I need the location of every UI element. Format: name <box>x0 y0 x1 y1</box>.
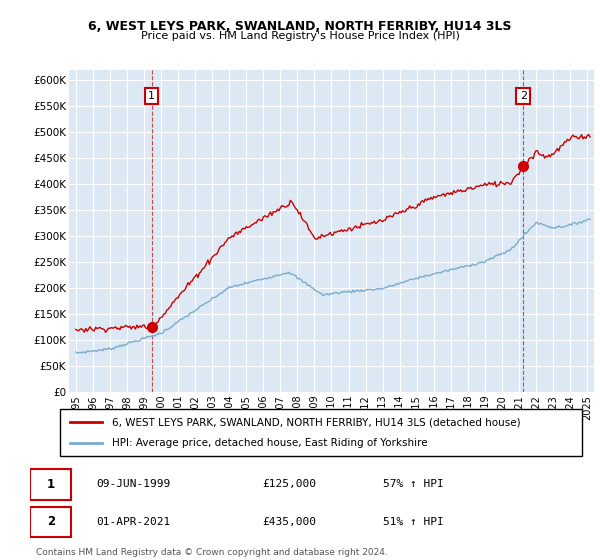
Text: 57% ↑ HPI: 57% ↑ HPI <box>383 479 444 489</box>
Text: 01-APR-2021: 01-APR-2021 <box>96 517 170 527</box>
Text: £435,000: £435,000 <box>262 517 316 527</box>
Text: 51% ↑ HPI: 51% ↑ HPI <box>383 517 444 527</box>
FancyBboxPatch shape <box>30 469 71 500</box>
Text: 1: 1 <box>148 91 155 101</box>
FancyBboxPatch shape <box>30 507 71 537</box>
Text: 09-JUN-1999: 09-JUN-1999 <box>96 479 170 489</box>
FancyBboxPatch shape <box>60 409 582 456</box>
Text: Price paid vs. HM Land Registry's House Price Index (HPI): Price paid vs. HM Land Registry's House … <box>140 31 460 41</box>
Text: HPI: Average price, detached house, East Riding of Yorkshire: HPI: Average price, detached house, East… <box>112 438 428 448</box>
Text: 2: 2 <box>520 91 527 101</box>
Text: 6, WEST LEYS PARK, SWANLAND, NORTH FERRIBY, HU14 3LS (detached house): 6, WEST LEYS PARK, SWANLAND, NORTH FERRI… <box>112 417 521 427</box>
Text: £125,000: £125,000 <box>262 479 316 489</box>
Text: 2: 2 <box>47 515 55 528</box>
Text: Contains HM Land Registry data © Crown copyright and database right 2024.: Contains HM Land Registry data © Crown c… <box>35 548 387 557</box>
Text: 1: 1 <box>47 478 55 491</box>
Text: 6, WEST LEYS PARK, SWANLAND, NORTH FERRIBY, HU14 3LS: 6, WEST LEYS PARK, SWANLAND, NORTH FERRI… <box>88 20 512 32</box>
